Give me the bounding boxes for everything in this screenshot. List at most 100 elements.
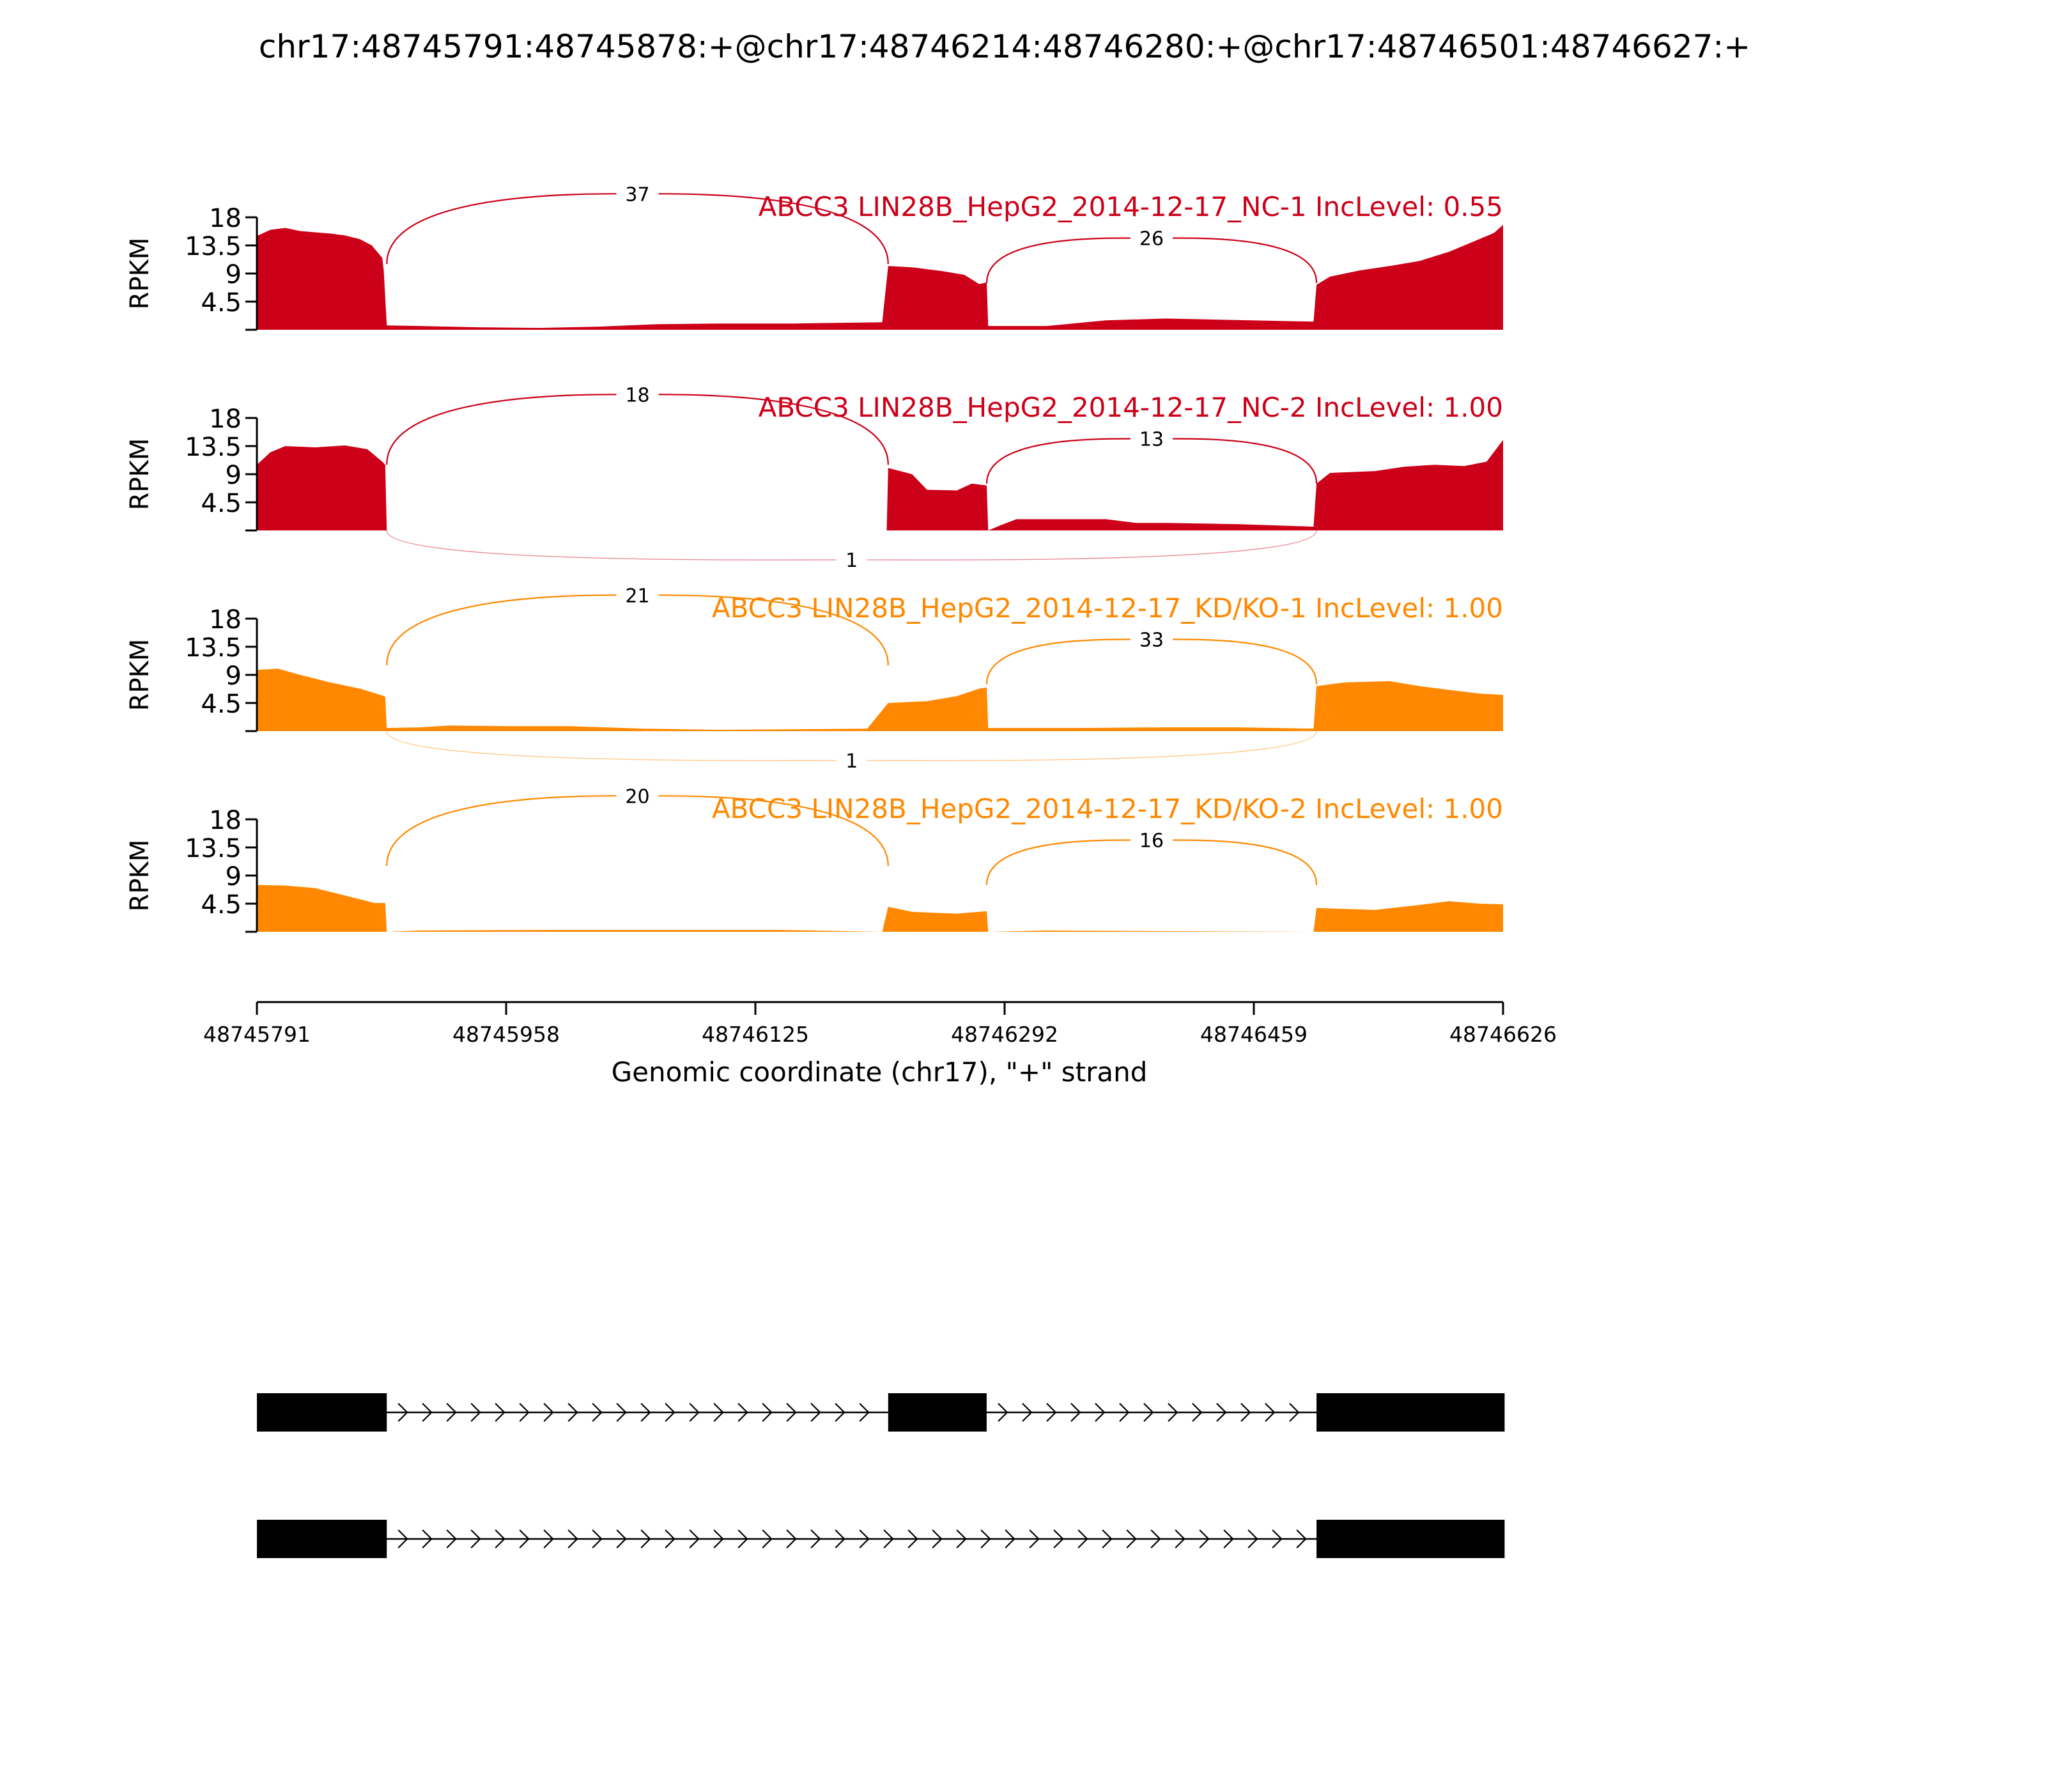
junction-label-bg (836, 746, 867, 775)
strand-arrow (446, 1403, 457, 1422)
strand-arrow (543, 1403, 554, 1422)
strand-arrow (932, 1529, 943, 1549)
y-tick-label: 18 (209, 605, 242, 635)
strand-arrow (713, 1403, 724, 1422)
x-tick-label: 48746459 (1200, 1022, 1308, 1047)
strand-arrow (1216, 1403, 1227, 1422)
strand-arrow (470, 1403, 481, 1422)
strand-arrow (1046, 1403, 1057, 1422)
junction-arc: 21 (386, 581, 889, 666)
junction-label-bg (836, 546, 867, 574)
chart-title: chr17:48745791:48745878:+@chr17:48746214… (259, 28, 1750, 65)
strand-arrow (956, 1529, 967, 1549)
junction-label-bg (1131, 424, 1173, 453)
strand-arrow (592, 1529, 603, 1549)
strand-arrow (1005, 1529, 1015, 1549)
strand-arrow (835, 1403, 845, 1422)
y-tick-label: 4.5 (201, 690, 242, 719)
series-label: ABCC3 LIN28B_HepG2_2014-12-17_KD/KO-1 In… (712, 592, 1503, 624)
strand-arrow (422, 1403, 433, 1422)
strand-arrow (907, 1529, 918, 1549)
strand-arrow (543, 1529, 554, 1549)
strand-arrow (1192, 1403, 1203, 1422)
strand-arrow (1070, 1403, 1081, 1422)
strand-arrow (786, 1529, 797, 1549)
y-axis-label: RPKM (125, 840, 155, 912)
x-axis-label: Genomic coordinate (chr17), "+" strand (612, 1056, 1148, 1088)
y-axis-label: RPKM (125, 639, 155, 711)
strand-arrow (1240, 1403, 1251, 1422)
strand-arrow (980, 1529, 991, 1549)
strand-arrow (1265, 1403, 1276, 1422)
strand-arrow (1022, 1403, 1033, 1422)
strand-arrow (1126, 1529, 1137, 1549)
y-tick-label: 18 (209, 204, 242, 233)
strand-arrow (737, 1403, 748, 1422)
y-tick-label: 9 (226, 461, 242, 490)
junction-label-bg (616, 581, 659, 610)
strand-arrow (1029, 1529, 1040, 1549)
junction-label-bg (616, 782, 659, 810)
junction-label-bg (1131, 826, 1173, 854)
strand-arrow (762, 1529, 773, 1549)
junction-count: 37 (625, 183, 649, 206)
strand-arrow (810, 1403, 821, 1422)
strand-arrow (859, 1529, 870, 1549)
coverage-area (257, 440, 1503, 530)
series-label: ABCC3 LIN28B_HepG2_2014-12-17_NC-2 IncLe… (759, 392, 1503, 423)
junction-arc: 16 (985, 826, 1318, 885)
junction-arc: 20 (386, 782, 889, 867)
strand-arrow (422, 1529, 433, 1549)
strand-arrow (616, 1529, 627, 1549)
junction-arc: 37 (386, 180, 889, 265)
strand-arrow (1199, 1529, 1210, 1549)
junction-count: 1 (845, 750, 858, 773)
strand-arrow (519, 1403, 530, 1422)
x-axis: 48745791 48745958 48746125 48746292 48746459… (203, 1001, 1557, 1047)
exon-block (1316, 1520, 1505, 1558)
strand-arrow (762, 1403, 773, 1422)
strand-arrow (1053, 1529, 1064, 1549)
strand-arrow (1223, 1529, 1234, 1549)
y-tick-label: 13.5 (185, 232, 242, 261)
strand-arrow (737, 1529, 748, 1549)
strand-arrow (689, 1529, 700, 1549)
exon-block (257, 1520, 387, 1558)
y-axis-label: RPKM (125, 238, 155, 310)
junction-count: 21 (625, 585, 649, 607)
strand-arrow (883, 1529, 894, 1549)
strand-arrow (835, 1529, 845, 1549)
junction-count: 16 (1139, 830, 1164, 853)
x-tick-label: 48746292 (951, 1022, 1058, 1047)
coverage-area (257, 884, 1503, 932)
coverage-area (257, 224, 1503, 330)
strand-arrow (665, 1529, 675, 1549)
junction-count: 1 (845, 550, 858, 572)
strand-arrow (1175, 1529, 1185, 1549)
y-axis-label: RPKM (125, 438, 155, 511)
strand-arrow (810, 1529, 821, 1549)
strand-arrow (592, 1403, 603, 1422)
junction-arc: 26 (985, 224, 1318, 283)
strand-arrow (1168, 1403, 1178, 1422)
junction-arc: 1 (386, 530, 1317, 574)
y-tick-label: 9 (226, 260, 242, 290)
strand-arrow (567, 1403, 578, 1422)
strand-arrow (998, 1403, 1008, 1422)
strand-arrow (1150, 1529, 1161, 1549)
y-tick-label: 9 (226, 661, 242, 691)
strand-arrow (665, 1403, 675, 1422)
strand-arrow (616, 1403, 627, 1422)
exon-block (888, 1393, 987, 1432)
junction-count: 33 (1139, 630, 1164, 652)
y-tick-label: 18 (209, 405, 242, 434)
coverage-area (257, 668, 1503, 731)
exon-block (1316, 1393, 1505, 1432)
strand-arrow (1119, 1403, 1130, 1422)
